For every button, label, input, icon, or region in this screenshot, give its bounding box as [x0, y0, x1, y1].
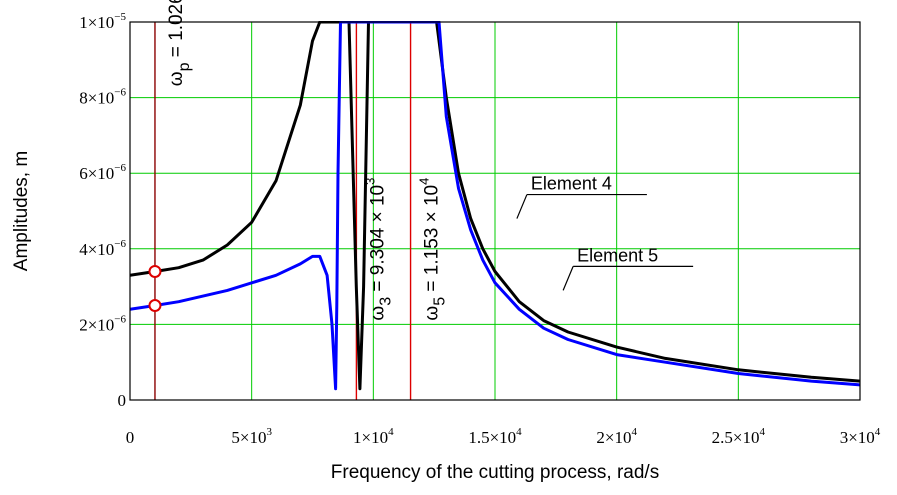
- y-tick-label: 0: [118, 391, 127, 410]
- frequency-annotations: ωp = 1.026 × 103 ω3 = 9.304 × 103 ω5 = 1.1…: [161, 0, 449, 321]
- x-tick-label: 1×104: [353, 426, 394, 447]
- legend-label-1: Element 4: [531, 174, 612, 194]
- legend-callouts: Element 4 Element 5: [516, 174, 694, 291]
- legend-label-2: Element 5: [577, 245, 658, 265]
- operating-point-markers: [148, 264, 162, 312]
- series-line-1: [130, 21, 860, 391]
- x-tick-label: 1.5×104: [468, 426, 522, 447]
- x-tick-label: 2×104: [596, 426, 637, 447]
- y-axis-label: Amplitudes, m: [11, 151, 32, 271]
- x-axis-label: Frequency of the cutting process, rad/s: [331, 462, 659, 483]
- marker-point-1: [148, 264, 162, 278]
- y-tick-label: 2×10−6: [79, 313, 126, 334]
- legend-leader-2: [562, 266, 574, 291]
- y-tick-labels: 0 2×10−6 4×10−6 6×10−6 8×10−6 1×10−5: [79, 11, 126, 410]
- frequency-marker-lines: [154, 22, 412, 400]
- marker-point-2: [148, 299, 162, 312]
- frequency-annotation-3: ω5 = 1.153 × 104: [417, 178, 449, 321]
- y-tick-label: 4×10−6: [79, 238, 126, 259]
- y-tick-label: 8×10−6: [79, 87, 126, 108]
- x-tick-label: 2.5×104: [712, 426, 766, 447]
- legend-leader-1: [516, 194, 528, 219]
- y-tick-label: 1×10−5: [79, 11, 126, 32]
- y-tick-label: 6×10−6: [79, 162, 126, 183]
- grid-lines: [129, 21, 861, 401]
- x-tick-labels: 0 5×103 1×104 1.5×104 2×104 2.5×104 3×104: [126, 426, 881, 447]
- x-tick-label: 0: [126, 428, 135, 447]
- plot-frame: [129, 21, 861, 401]
- x-tick-label: 3×104: [840, 426, 881, 447]
- frequency-annotation-1: ωp = 1.026 × 103: [161, 0, 193, 86]
- x-tick-label: 5×103: [231, 426, 272, 447]
- frequency-annotation-2: ω3 = 9.304 × 103: [362, 178, 394, 321]
